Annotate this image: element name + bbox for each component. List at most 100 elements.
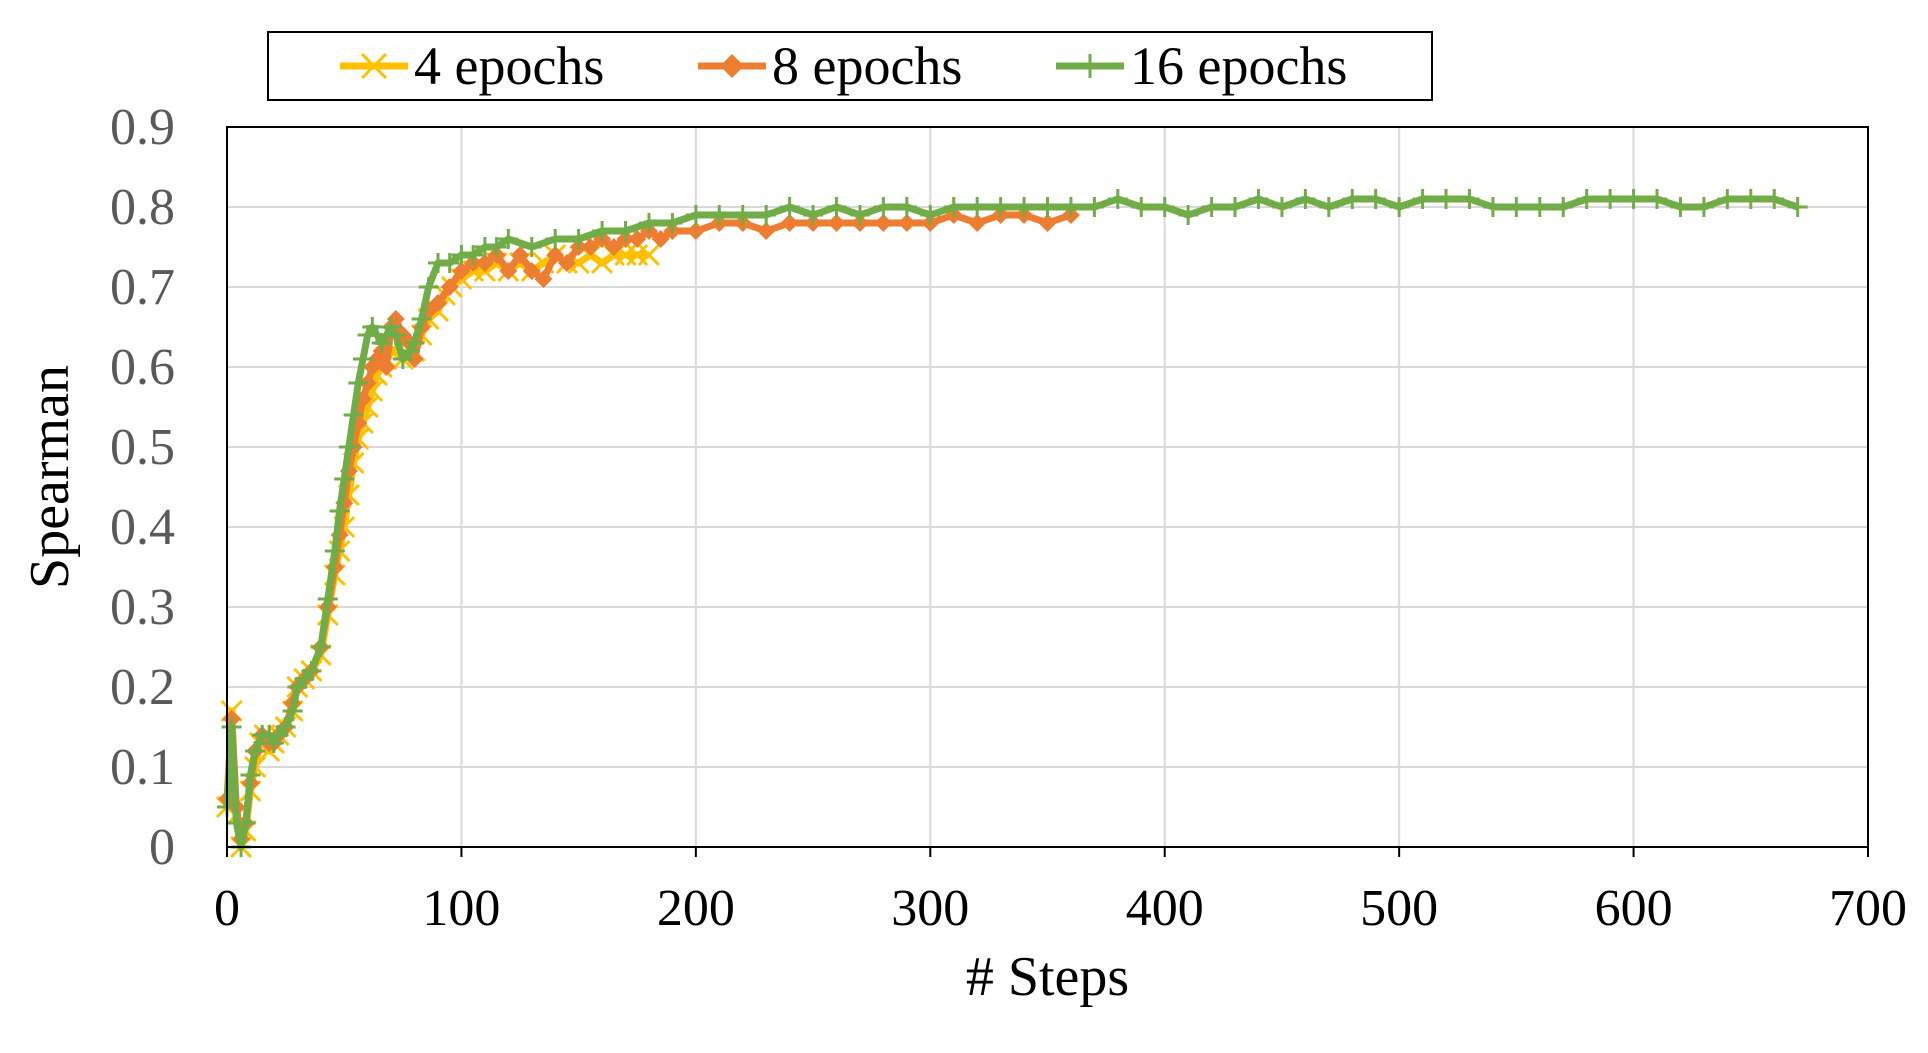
data-point (404, 333, 425, 353)
data-point (235, 813, 256, 833)
data-point (463, 245, 484, 265)
legend: 4 epochs 8 epochs 16 epochs (267, 31, 1433, 101)
data-point (604, 238, 623, 256)
data-point (1529, 197, 1550, 217)
data-point (1647, 189, 1668, 209)
data-point (873, 197, 894, 217)
data-point (1078, 54, 1102, 78)
data-point (240, 765, 261, 785)
data-point (1740, 189, 1761, 209)
legend-label: 4 epochs (414, 36, 604, 96)
data-point (546, 246, 565, 264)
series-16-epochs (217, 189, 1808, 857)
data-point (338, 437, 359, 457)
data-point (1131, 197, 1152, 217)
plot-area-border (226, 126, 1869, 848)
data-point (534, 270, 553, 288)
data-point (732, 205, 753, 225)
data-point (282, 701, 303, 721)
legend-item: 4 epochs (340, 36, 604, 96)
data-point (1107, 189, 1128, 209)
data-point (1459, 189, 1480, 209)
data-point (334, 469, 355, 489)
data-point (310, 637, 331, 657)
data-point (521, 237, 542, 257)
y-tick-label: 0.3 (110, 579, 175, 636)
x-tick-label: 600 (1595, 880, 1673, 937)
data-point (511, 246, 530, 264)
x-tick-label: 300 (891, 880, 969, 937)
data-point (686, 222, 705, 240)
data-point (245, 741, 266, 761)
y-axis-tick-labels: 0 0.1 0.2 0.3 0.4 0.5 0.6 0.7 0.8 0.9 (110, 99, 175, 876)
data-point (352, 349, 373, 369)
data-point (439, 253, 460, 273)
data-point (499, 262, 518, 280)
x-tick-label: 700 (1829, 880, 1907, 937)
data-point (591, 251, 614, 275)
data-point (1670, 197, 1691, 217)
data-point (803, 205, 824, 225)
data-point (615, 221, 636, 241)
data-point (1436, 189, 1457, 209)
x-axis-title: # Steps (966, 946, 1129, 1008)
data-point (343, 405, 364, 425)
data-point (709, 205, 730, 225)
data-point (968, 214, 987, 232)
data-point (1014, 197, 1035, 217)
data-point (1060, 197, 1081, 217)
data-point (486, 237, 507, 257)
data-point (221, 717, 242, 737)
data-point (1084, 197, 1105, 217)
x-tick-label: 100 (422, 880, 500, 937)
data-point (1271, 197, 1292, 217)
data-point (1178, 205, 1199, 225)
data-point (638, 213, 659, 233)
y-tick-label: 0 (149, 819, 175, 876)
data-point (1576, 189, 1597, 209)
data-point (1037, 197, 1058, 217)
data-point (317, 589, 338, 609)
data-point (475, 254, 494, 272)
data-point (557, 254, 576, 272)
x-tick-label: 400 (1126, 880, 1204, 937)
data-point (779, 197, 800, 217)
data-point (377, 358, 396, 376)
data-point (1412, 189, 1433, 209)
data-point (1342, 189, 1363, 209)
data-point (498, 229, 519, 249)
data-point (920, 205, 941, 225)
data-point (411, 309, 432, 329)
y-tick-label: 0.7 (110, 259, 175, 316)
x-tick-label: 0 (214, 880, 240, 937)
data-point (826, 197, 847, 217)
data-point (1506, 197, 1527, 217)
y-tick-label: 0.8 (110, 179, 175, 236)
data-point (1717, 189, 1738, 209)
data-point (452, 262, 471, 280)
data-point (1693, 197, 1714, 217)
data-point (1225, 197, 1246, 217)
data-point (990, 197, 1011, 217)
data-point (897, 214, 916, 232)
data-point (1154, 197, 1175, 217)
data-point (301, 661, 322, 681)
data-point (1248, 189, 1269, 209)
data-point (522, 262, 541, 280)
y-tick-label: 0.6 (110, 339, 175, 396)
legend-item: 8 epochs (698, 36, 962, 96)
data-point (827, 214, 846, 232)
y-tick-label: 0.1 (110, 739, 175, 796)
data-point (545, 229, 566, 249)
data-point (440, 278, 459, 296)
data-point (385, 325, 406, 345)
y-tick-label: 0.5 (110, 419, 175, 476)
data-point (1389, 197, 1410, 217)
data-point (757, 222, 776, 240)
y-tick-label: 0.4 (110, 499, 175, 556)
data-point (592, 221, 613, 241)
x-tick-label: 500 (1360, 880, 1438, 937)
data-point (568, 229, 589, 249)
data-point (1318, 197, 1339, 217)
